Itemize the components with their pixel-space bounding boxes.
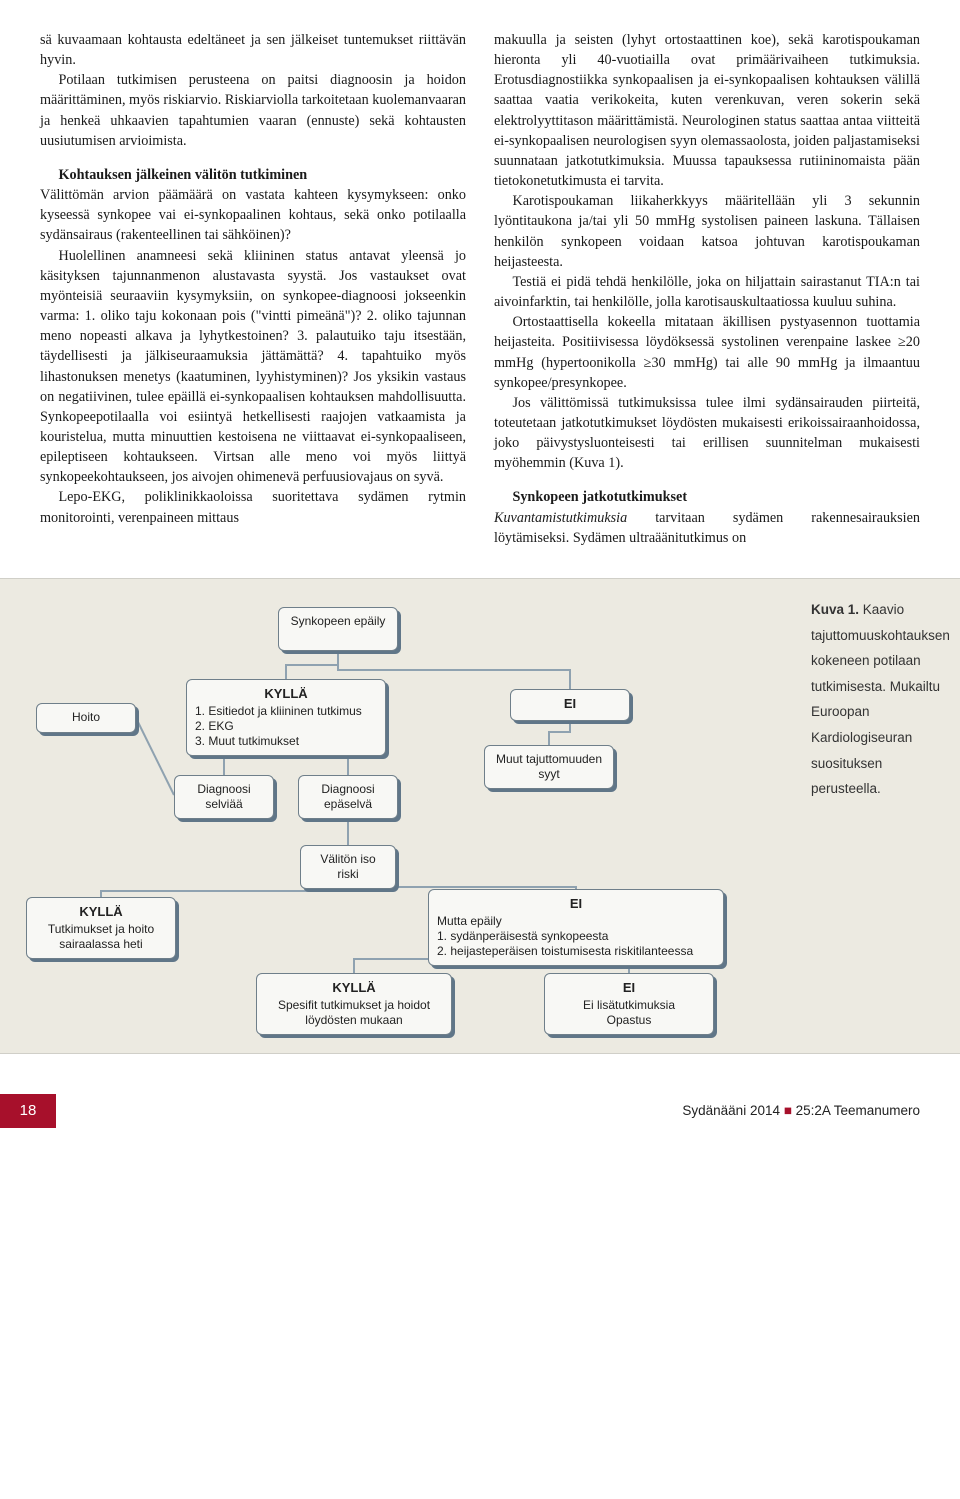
paragraph: Huolellinen anamneesi sekä kliininen sta… (40, 246, 466, 488)
left-column: sä kuvaamaan kohtausta edeltäneet ja sen… (40, 30, 466, 548)
flow-node-muut: Muut tajuttomuuden syyt (484, 745, 614, 789)
flow-node-depasel: Diagnoosi epäselvä (298, 775, 398, 819)
paragraph: Lepo-EKG, poliklinikkaoloissa suoritetta… (40, 487, 466, 527)
paragraph: Ortostaattisella kokeella mitataan äkill… (494, 312, 920, 393)
flow-node-valiton: Välitön iso riski (300, 845, 396, 889)
flow-node-ei1: EI (510, 689, 630, 721)
flow-node-ei3: EIEi lisätutkimuksiaOpastus (544, 973, 714, 1035)
flow-node-kylla1: KYLLÄ1. Esitiedot ja kliininen tutkimus2… (186, 679, 386, 756)
text-columns: sä kuvaamaan kohtausta edeltäneet ja sen… (40, 30, 920, 548)
paragraph: sä kuvaamaan kohtausta edeltäneet ja sen… (40, 30, 466, 70)
pub-name: Sydänääni 2014 (682, 1103, 780, 1118)
flow-node-root: Synkopeen epäily (278, 607, 398, 651)
caption-body: Kaavio tajuttomuuskohtauksen kokeneen po… (811, 602, 950, 796)
paragraph: Jos välittömissä tutkimuksissa tulee ilm… (494, 393, 920, 474)
separator-icon: ■ (784, 1103, 796, 1118)
publication-info: Sydänääni 2014 ■ 25:2A Teemanumero (682, 1103, 920, 1118)
paragraph: Testiä ei pidä tehdä henkilölle, joka on… (494, 272, 920, 312)
paragraph: Kuvantamistutkimuksia tarvitaan sydämen … (494, 508, 920, 548)
flow-node-ei2: EIMutta epäily1. sydänperäisestä synkope… (428, 889, 724, 966)
subheading: Kohtauksen jälkeinen välitön tutkiminen (40, 165, 466, 185)
paragraph: Välittömän arvion päämäärä on vastata ka… (40, 185, 466, 245)
page-number: 18 (0, 1094, 56, 1128)
pub-issue: 25:2A Teemanumero (796, 1103, 920, 1118)
right-column: makuulla ja seisten (lyhyt ortostaattine… (494, 30, 920, 548)
paragraph: Karotispoukaman liikaherkkyys määritellä… (494, 191, 920, 272)
caption-title: Kuva 1. (811, 602, 859, 617)
flow-node-dselvia: Diagnoosi selviää (174, 775, 274, 819)
figure-panel: Synkopeen epäily KYLLÄ1. Esitiedot ja kli… (0, 578, 960, 1054)
paragraph: Potilaan tutkimisen perusteena on paitsi… (40, 70, 466, 151)
paragraph: makuulla ja seisten (lyhyt ortostaattine… (494, 30, 920, 191)
page: sä kuvaamaan kohtausta edeltäneet ja sen… (0, 0, 960, 548)
subheading: Synkopeen jatkotutkimukset (494, 487, 920, 507)
flow-node-hoito: Hoito (36, 703, 136, 733)
page-footer: 18 Sydänääni 2014 ■ 25:2A Teemanumero (0, 1094, 960, 1148)
flow-node-kylla3: KYLLÄSpesifit tutkimukset ja hoidot löyd… (256, 973, 452, 1035)
figure-caption: Kuva 1. Kaavio tajuttomuuskohtauksen kok… (811, 597, 946, 1027)
flowchart: Synkopeen epäily KYLLÄ1. Esitiedot ja kli… (14, 597, 795, 1027)
run-in: Kuvantamistutkimuksia (494, 510, 627, 526)
flow-node-kylla2: KYLLÄTutkimukset ja hoito sairaalassa he… (26, 897, 176, 959)
